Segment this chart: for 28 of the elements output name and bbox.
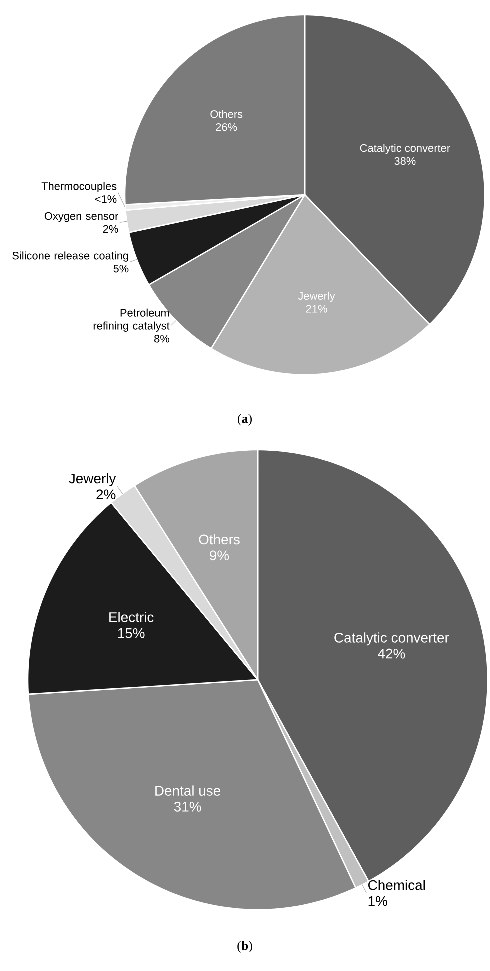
data-label: 21% [306, 305, 328, 313]
slice-label: Catalytic converter [334, 632, 450, 646]
slice-label: Jewerly [69, 473, 116, 486]
data-label: 8% [154, 335, 170, 343]
data-label: 26% [216, 123, 238, 132]
slice-label: Thermocouples [42, 182, 117, 192]
data-label: 2% [103, 225, 118, 234]
slice-label: Dental use [156, 786, 220, 796]
slice-label: Jewerly [298, 292, 336, 302]
slice-label: Electric [110, 612, 154, 622]
data-label: 2% [96, 490, 116, 500]
data-label: 1% [368, 896, 388, 906]
slice-label: Others [199, 534, 240, 545]
slice-label: Others [210, 110, 243, 118]
slice-label: Silicone release coating [12, 252, 128, 262]
slice-label: Chemical [368, 880, 425, 890]
data-label: 15% [118, 628, 145, 638]
data-label: 38% [394, 157, 416, 166]
data-label: 31% [174, 802, 202, 812]
data-label: <1% [95, 196, 117, 204]
slice-label: Catalytic converter [360, 144, 450, 154]
slice-label: Petroleum refining catalyst [94, 308, 170, 332]
data-label: 5% [114, 264, 129, 273]
slice-label: Oxygen sensor [44, 212, 119, 222]
data-label: 42% [378, 648, 406, 659]
text: (a) [238, 414, 252, 426]
text: (b) [238, 941, 252, 953]
data-label: 9% [210, 550, 230, 561]
